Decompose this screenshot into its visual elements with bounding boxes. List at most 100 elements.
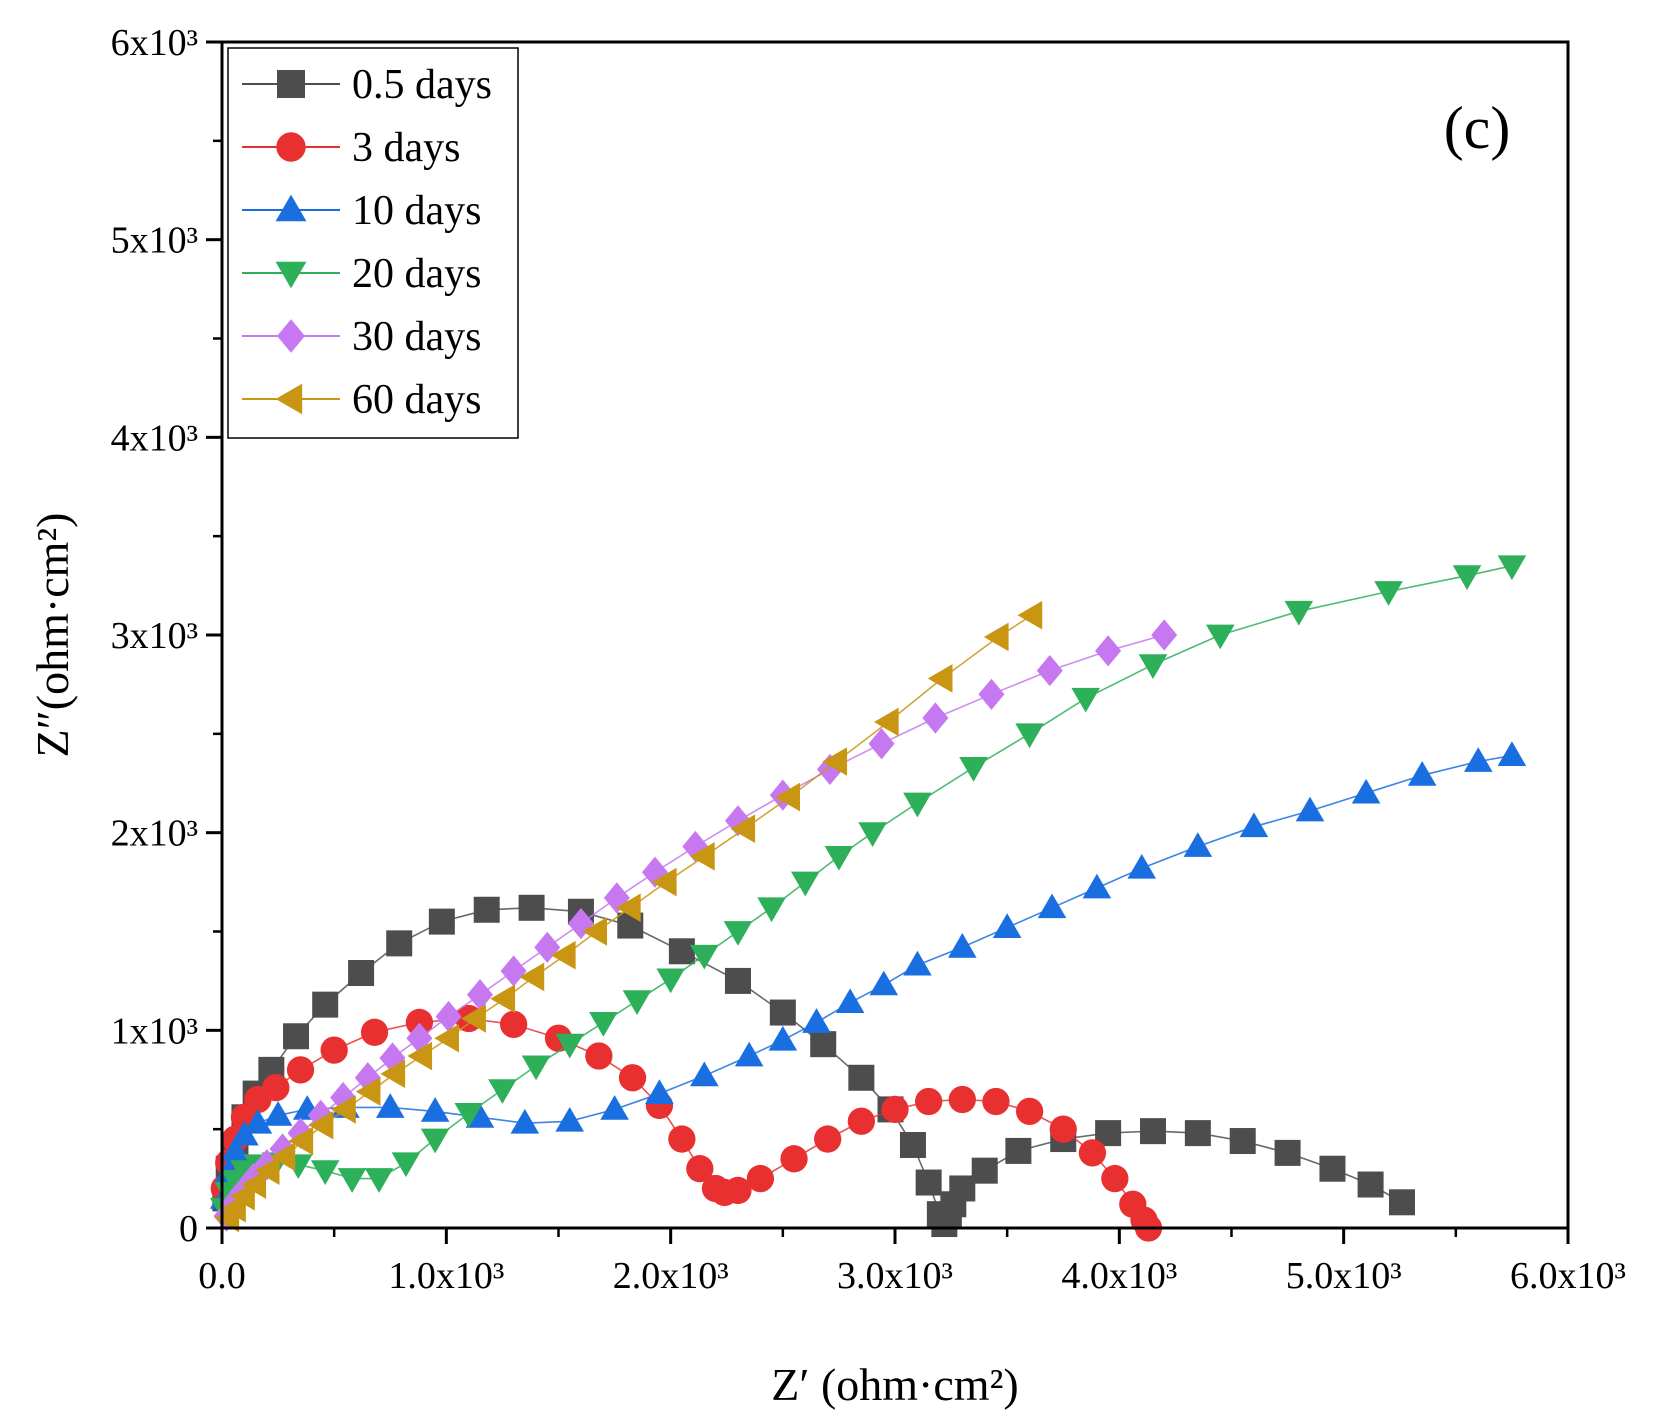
data-point-10-days — [555, 1106, 585, 1132]
data-point-3-days — [1049, 1115, 1077, 1143]
data-point-20-days — [391, 1152, 421, 1178]
data-point-60-days — [241, 1170, 267, 1199]
legend-label: 0.5 days — [352, 62, 492, 108]
data-point-60-days — [651, 867, 677, 897]
data-point-30-days — [1095, 635, 1122, 667]
data-point-10-days — [1407, 761, 1437, 786]
data-point-3-days — [814, 1125, 842, 1153]
data-point-60-days — [434, 1023, 459, 1053]
data-point-20-days — [723, 921, 753, 946]
data-point-30-days — [724, 805, 751, 837]
data-point-10-days — [645, 1079, 674, 1104]
data-point-3-days — [405, 1008, 434, 1037]
panel-label: (c) — [1444, 95, 1511, 161]
data-point-30-days — [922, 702, 949, 734]
data-point-10-days — [1463, 747, 1493, 772]
data-point-20-days — [420, 1128, 450, 1154]
data-point-10-days — [1351, 778, 1381, 804]
data-point-10-days — [1295, 796, 1325, 822]
data-point-10-days — [510, 1108, 540, 1134]
data-point-20-days — [959, 757, 988, 782]
data-point-20-days — [757, 897, 786, 923]
data-point-20-days — [1284, 600, 1314, 626]
data-point-60-days — [380, 1059, 406, 1089]
data-point-30-days — [406, 1022, 433, 1054]
data-point-60-days — [461, 1004, 486, 1033]
data-point-10-days — [221, 1136, 250, 1162]
data-point-20-days — [1374, 581, 1403, 606]
data-point-30-days — [435, 1000, 462, 1033]
data-point-20-days — [310, 1160, 340, 1185]
data-point-10-days — [1497, 741, 1527, 766]
data-point-3-days — [360, 1018, 389, 1046]
x-tick-label: 6.0x10³ — [1510, 1255, 1626, 1297]
data-point-0-5-days — [1184, 1120, 1211, 1147]
data-point-3-days — [724, 1176, 752, 1205]
x-tick-label: 4.0x10³ — [1061, 1255, 1177, 1297]
x-tick-label: 5.0x10³ — [1286, 1255, 1402, 1297]
data-point-20-days — [589, 1012, 618, 1037]
legend-marker-0-5-days — [277, 70, 305, 98]
data-point-3-days — [847, 1107, 875, 1135]
data-point-20-days — [1071, 687, 1100, 713]
data-point-60-days — [730, 814, 756, 844]
data-point-30-days — [868, 728, 895, 760]
legend-item-3-days: 3 days — [242, 125, 461, 171]
data-point-3-days — [1101, 1164, 1129, 1193]
data-point-3-days — [320, 1036, 348, 1064]
data-point-0-5-days — [1229, 1128, 1256, 1155]
data-point-60-days — [308, 1110, 334, 1140]
data-point-20-days — [858, 822, 887, 847]
data-point-20-days — [337, 1168, 367, 1193]
data-point-10-days — [802, 1008, 831, 1033]
data-point-20-days — [1138, 654, 1168, 679]
data-point-0-5-days — [386, 930, 413, 957]
legend-box — [227, 47, 519, 439]
ticks-layer: 0.0 1.0x10³ 2.0x10³ 3.0x10³ 4.0x10³ 5.0x10³ 6.… — [111, 22, 1626, 1297]
data-point-60-days — [1017, 600, 1043, 630]
data-point-0-5-days — [724, 967, 751, 994]
data-point-10-days — [1183, 832, 1213, 857]
data-point-10-days — [835, 988, 865, 1014]
data-point-60-days — [927, 664, 953, 693]
data-point-20-days — [622, 990, 652, 1015]
data-point-0-5-days — [428, 908, 455, 935]
data-point-60-days — [519, 962, 545, 992]
y-tick-label: 0 — [179, 1208, 198, 1250]
data-point-0-5-days — [810, 1031, 837, 1058]
y-tick-label: 1x10³ — [111, 1010, 198, 1052]
data-point-3-days — [881, 1095, 909, 1124]
data-point-60-days — [490, 984, 516, 1014]
data-point-60-days — [355, 1077, 381, 1106]
data-point-60-days — [822, 747, 848, 776]
data-point-60-days — [270, 1142, 296, 1172]
legend-item-0-5-days: 0.5 days — [242, 62, 492, 108]
legend-label: 60 days — [352, 377, 482, 423]
legend-item-60-days: 60 days — [242, 377, 482, 423]
data-point-3-days — [686, 1155, 714, 1183]
legend-marker-3-days — [276, 132, 306, 162]
data-point-10-days — [420, 1097, 450, 1122]
data-point-20-days — [454, 1102, 484, 1128]
data-point-20-days — [824, 845, 854, 871]
legend-marker-20-days — [275, 261, 307, 289]
series-60-days — [214, 600, 1043, 1233]
y-tick-label: 3x10³ — [111, 615, 198, 657]
data-point-60-days — [288, 1126, 314, 1156]
data-point-30-days — [269, 1133, 296, 1165]
data-point-0-5-days — [1319, 1155, 1346, 1182]
data-point-0-5-days — [949, 1175, 976, 1202]
legend-marker-10-days — [275, 194, 307, 222]
data-point-20-days — [903, 792, 932, 818]
data-point-20-days — [1497, 555, 1527, 581]
data-point-0-5-days — [473, 896, 500, 923]
data-point-3-days — [1078, 1139, 1107, 1167]
data-point-20-days — [1452, 565, 1482, 590]
data-point-10-days — [903, 950, 932, 976]
data-point-10-days — [1239, 812, 1269, 838]
data-point-0-5-days — [312, 991, 339, 1018]
data-point-60-days — [690, 842, 715, 871]
data-point-3-days — [499, 1010, 528, 1039]
legend-marker-30-days — [277, 319, 305, 353]
